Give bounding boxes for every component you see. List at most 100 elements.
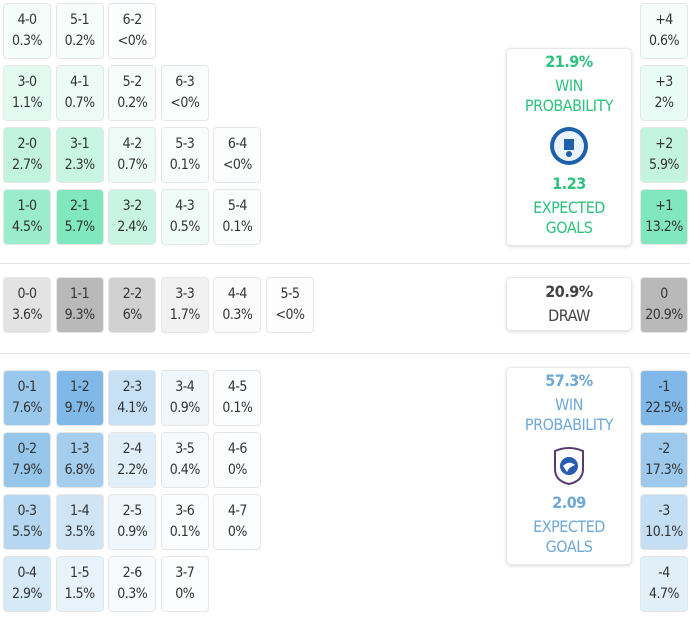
scoreline-cell: 6-2 <0% bbox=[108, 3, 157, 59]
score-label: 3-0 bbox=[17, 74, 37, 90]
margin-cell: +2 5.9% bbox=[640, 127, 688, 183]
draw-pct: 20.9% bbox=[545, 282, 593, 301]
probability-value: 0.1% bbox=[169, 524, 201, 540]
score-label: 5-4 bbox=[227, 198, 248, 214]
score-label: 0-2 bbox=[17, 441, 37, 457]
home-win-label: PROBABILITY bbox=[524, 96, 614, 115]
probability-value: 0.2% bbox=[64, 33, 96, 49]
score-label: 2-0 bbox=[17, 136, 37, 152]
scoreline-cell: 1-3 6.8% bbox=[55, 432, 104, 488]
scoreline-cell: 5-5 <0% bbox=[266, 277, 314, 333]
score-label: 0-0 bbox=[17, 286, 37, 302]
scoreline-cell: 3-4 0.9% bbox=[160, 370, 209, 426]
scoreline-cell: 4-3 0.5% bbox=[160, 189, 209, 245]
probability-value: 6.8% bbox=[64, 462, 96, 478]
score-label: 5-3 bbox=[175, 136, 195, 152]
score-label: 4-7 bbox=[227, 503, 248, 519]
margin-cell: -2 17.3% bbox=[640, 432, 688, 488]
score-label: 3-1 bbox=[70, 136, 90, 152]
score-label: 1-2 bbox=[70, 379, 90, 395]
score-label: 6-2 bbox=[122, 12, 143, 28]
probability-value: 9.7% bbox=[64, 400, 96, 416]
score-label: 1-4 bbox=[70, 503, 90, 519]
probability-value: 0.6% bbox=[649, 33, 680, 49]
scoreline-cell: 0-3 5.5% bbox=[3, 494, 51, 550]
home-xg: 1.23 bbox=[552, 174, 586, 193]
scoreline-cell: 0-4 2.9% bbox=[3, 556, 51, 612]
scoreline-cell: 3-2 2.4% bbox=[108, 189, 157, 245]
score-label: -2 bbox=[658, 441, 670, 457]
probability-value: 22.5% bbox=[645, 400, 683, 416]
probability-value: 0.1% bbox=[169, 157, 201, 173]
margin-cell: -1 22.5% bbox=[640, 370, 688, 426]
scoreline-cell: 2-3 4.1% bbox=[108, 370, 157, 426]
score-label: 2-4 bbox=[122, 441, 143, 457]
probability-value: 7.9% bbox=[12, 462, 43, 478]
probability-value: 0% bbox=[227, 524, 247, 540]
score-label: 5-5 bbox=[280, 286, 300, 302]
probability-value: 7.6% bbox=[12, 400, 43, 416]
scoreline-cell: 4-5 0.1% bbox=[213, 370, 262, 426]
scoreline-cell: 4-0 0.3% bbox=[3, 3, 51, 59]
scoreline-cell: 4-7 0% bbox=[213, 494, 262, 550]
scoreline-cell: 3-7 0% bbox=[160, 556, 209, 612]
divider bbox=[0, 263, 690, 264]
away-xg: 2.09 bbox=[552, 493, 586, 512]
scoreline-cell: 2-1 5.7% bbox=[55, 189, 104, 245]
scoreline-cell: 0-0 3.6% bbox=[3, 277, 51, 333]
score-label: 6-4 bbox=[227, 136, 248, 152]
scoreline-cell: 2-2 6% bbox=[108, 277, 157, 333]
margin-cell: -3 10.1% bbox=[640, 494, 688, 550]
probability-value: 1.5% bbox=[64, 586, 96, 602]
scoreline-cell: 5-4 0.1% bbox=[213, 189, 262, 245]
score-label: 4-4 bbox=[227, 286, 248, 302]
probability-value: 4.1% bbox=[117, 400, 148, 416]
score-label: 4-3 bbox=[175, 198, 195, 214]
score-label: 0-4 bbox=[17, 565, 37, 581]
margin-cell: -4 4.7% bbox=[640, 556, 688, 612]
scoreline-cell: 1-0 4.5% bbox=[3, 189, 51, 245]
away-xg-label: EXPECTED bbox=[533, 517, 605, 536]
score-label: 3-7 bbox=[175, 565, 195, 581]
score-label: 4-5 bbox=[227, 379, 248, 395]
margin-cell: +3 2% bbox=[640, 65, 688, 121]
probability-value: 2.9% bbox=[12, 586, 43, 602]
score-label: 4-1 bbox=[70, 74, 90, 90]
score-label: 3-6 bbox=[175, 503, 195, 519]
probability-value: 3.6% bbox=[12, 307, 43, 323]
score-label: +1 bbox=[655, 198, 673, 214]
probability-value: 6% bbox=[122, 307, 142, 323]
probability-value: 1.1% bbox=[12, 95, 43, 111]
probability-value: 0.3% bbox=[117, 586, 148, 602]
probability-value: 17.3% bbox=[645, 462, 683, 478]
scoreline-cell: 1-4 3.5% bbox=[55, 494, 104, 550]
probability-value: 0.9% bbox=[169, 400, 201, 416]
scoreline-cell: 2-6 0.3% bbox=[108, 556, 157, 612]
away-club-crest-icon bbox=[554, 447, 584, 485]
scoreline-cell: 3-3 1.7% bbox=[160, 277, 209, 333]
probability-value: 0.7% bbox=[117, 157, 148, 173]
scoreline-cell: 4-6 0% bbox=[213, 432, 262, 488]
scoreline-cell: 0-1 7.6% bbox=[3, 370, 51, 426]
score-label: 3-5 bbox=[175, 441, 195, 457]
probability-value: 0.1% bbox=[222, 219, 253, 235]
score-label: 2-6 bbox=[122, 565, 143, 581]
probability-value: 4.5% bbox=[12, 219, 43, 235]
away-win-label: WIN bbox=[555, 395, 583, 414]
scoreline-cell: 2-4 2.2% bbox=[108, 432, 157, 488]
home-summary-card: 21.9% WIN PROBABILITY 1.23 EXPECTED GOAL… bbox=[506, 48, 632, 246]
scoreline-cell: 3-0 1.1% bbox=[3, 65, 51, 121]
probability-value: 0.9% bbox=[117, 524, 148, 540]
margin-cell: +4 0.6% bbox=[640, 3, 688, 59]
home-club-crest-icon bbox=[550, 127, 588, 165]
score-label: 2-3 bbox=[122, 379, 143, 395]
score-label: 1-1 bbox=[70, 286, 90, 302]
score-label: 5-1 bbox=[70, 12, 90, 28]
score-label: -3 bbox=[658, 503, 670, 519]
away-win-label: PROBABILITY bbox=[524, 415, 614, 434]
score-label: 1-0 bbox=[17, 198, 37, 214]
draw-label: DRAW bbox=[548, 306, 590, 325]
score-label: -1 bbox=[658, 379, 670, 395]
probability-value: 0.7% bbox=[64, 95, 96, 111]
probability-value: 10.1% bbox=[645, 524, 683, 540]
